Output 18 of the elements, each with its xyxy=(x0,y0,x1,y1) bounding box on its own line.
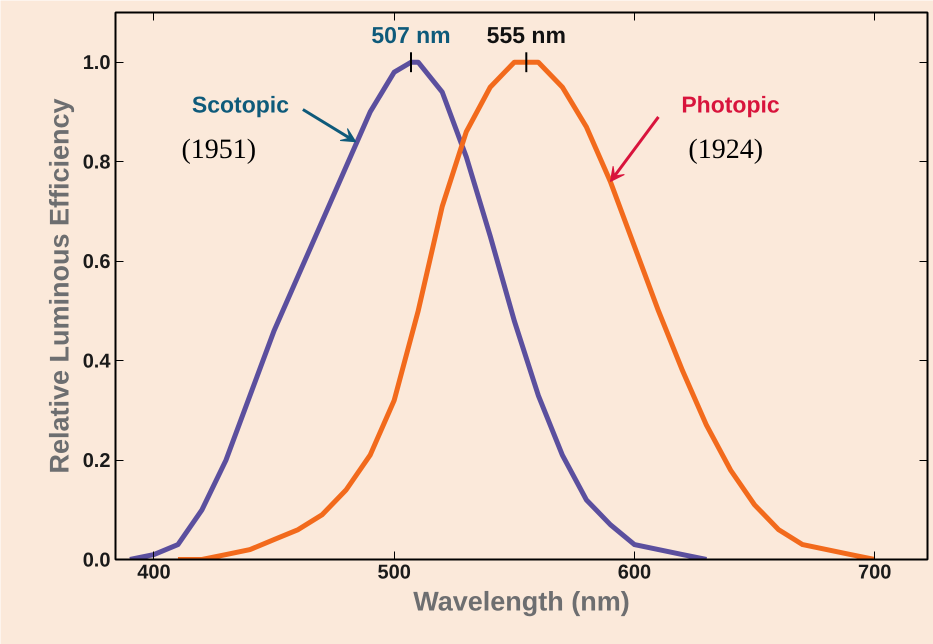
y-axis-title: Relative Luminous Efficiency xyxy=(44,98,75,474)
x-axis-title: Wavelength (nm) xyxy=(413,586,630,616)
annotation: 555 nm xyxy=(486,22,566,48)
y-tick-label: 0.0 xyxy=(82,550,111,572)
annotation: (1951) xyxy=(181,134,256,165)
y-tick-label: 0.8 xyxy=(82,152,111,174)
x-tick-label: 600 xyxy=(618,562,652,584)
annotation: Scotopic xyxy=(192,91,290,118)
x-tick-label: 700 xyxy=(858,562,892,584)
annotation: (1924) xyxy=(688,134,764,165)
annotation: Photopic xyxy=(681,91,780,118)
annotation: 507 nm xyxy=(371,22,451,48)
y-tick-label: 1.0 xyxy=(82,52,111,74)
y-tick-label: 0.6 xyxy=(82,251,111,274)
x-tick-label: 400 xyxy=(137,562,171,584)
y-tick-label: 0.4 xyxy=(82,350,112,373)
y-tick-label: 0.2 xyxy=(82,450,111,472)
x-tick-label: 500 xyxy=(377,562,411,584)
